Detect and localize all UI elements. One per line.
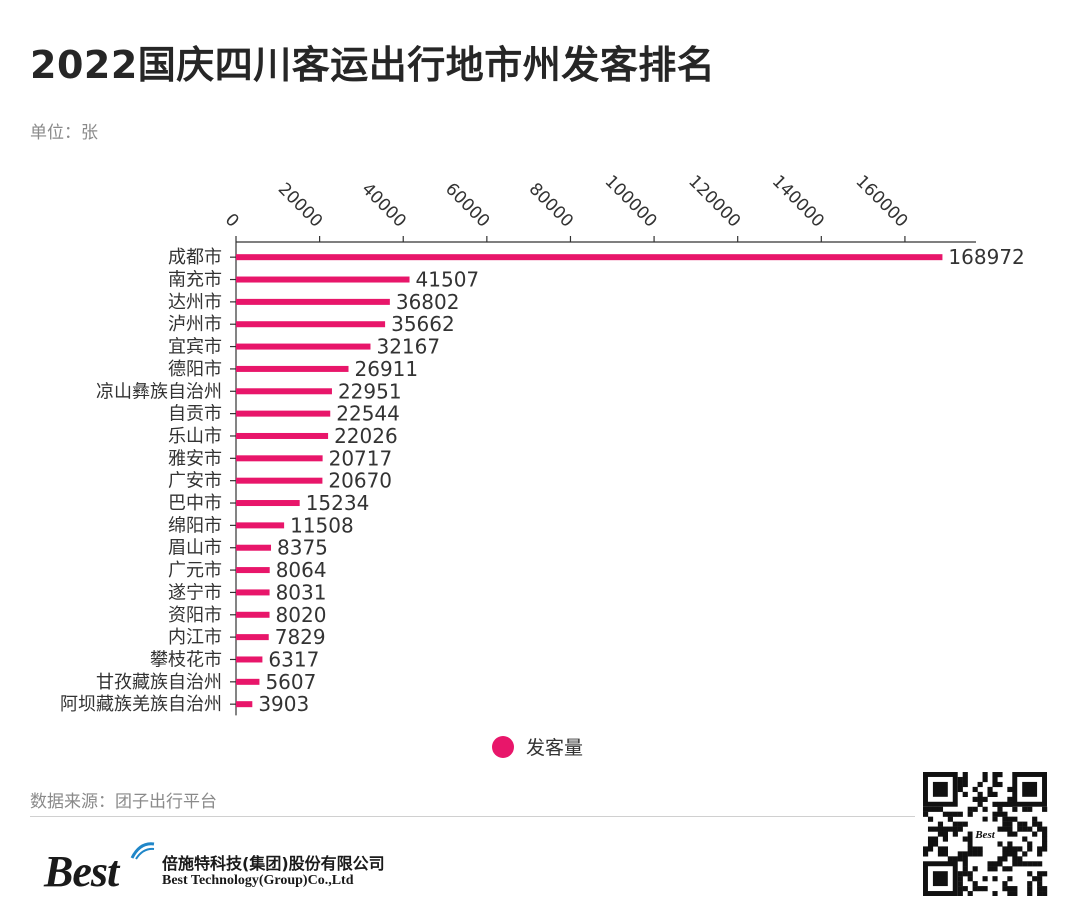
bar (236, 589, 270, 596)
data-label: 15234 (306, 491, 370, 515)
bar (236, 522, 285, 529)
category-label: 乐山市 (168, 426, 222, 447)
chart-title: 2022国庆四川客运出行地市州发客排名 (30, 43, 716, 87)
category-label: 眉山市 (168, 538, 222, 559)
source-note: 数据来源：团子出行平台 (30, 792, 217, 812)
data-label: 8020 (276, 603, 327, 627)
data-label: 168972 (948, 245, 1024, 269)
category-label: 资阳市 (168, 605, 222, 626)
bar (236, 276, 410, 283)
bar (236, 678, 260, 685)
category-label: 达州市 (168, 292, 222, 313)
bar (236, 611, 270, 618)
bar (236, 455, 323, 462)
data-label: 32167 (376, 335, 440, 359)
bar (236, 656, 263, 663)
bar (236, 544, 272, 551)
bar-chart: 0 20000 40000 60000 80000 100000 120000 140000 1… (60, 171, 1025, 716)
category-label: 自贡市 (168, 404, 222, 425)
x-tick-label: 80000 (525, 179, 577, 231)
category-label: 阿坝藏族羌族自治州 (60, 694, 222, 715)
data-label: 7829 (275, 625, 326, 649)
category-label: 广元市 (168, 560, 222, 581)
qr-code: Best (923, 772, 1048, 896)
data-label: 6317 (268, 647, 319, 671)
data-label: 20717 (329, 446, 393, 470)
category-label: 遂宁市 (168, 582, 222, 603)
data-label: 8031 (276, 580, 327, 604)
category-label: 德阳市 (168, 359, 222, 380)
legend: 发客量 (492, 733, 583, 760)
bar (236, 634, 269, 641)
data-label: 26911 (355, 357, 419, 381)
data-label: 22026 (334, 424, 398, 448)
data-label: 35662 (391, 312, 455, 336)
bar (236, 343, 371, 350)
bar (236, 298, 390, 305)
unit-label: 单位：张 (30, 123, 98, 143)
bar (236, 701, 253, 708)
category-label: 广安市 (168, 471, 222, 492)
bar (236, 500, 300, 507)
data-label: 41507 (416, 268, 480, 292)
logo-wordmark: Best (44, 842, 156, 897)
bar (236, 254, 943, 261)
x-tick-label: 140000 (768, 171, 828, 231)
category-label: 雅安市 (168, 448, 222, 469)
bar (236, 388, 332, 395)
data-label: 3903 (258, 692, 309, 716)
category-label: 泸州市 (168, 314, 222, 335)
category-label: 凉山彝族自治州 (96, 381, 222, 402)
divider (30, 816, 915, 817)
data-label: 36802 (396, 290, 460, 314)
bar (236, 432, 329, 439)
qr-center-logo: Best (974, 829, 996, 841)
data-label: 11508 (290, 513, 354, 537)
category-label: 甘孜藏族自治州 (96, 672, 222, 693)
company-name-cn: 倍施特科技(集团)股份有限公司 (162, 853, 385, 873)
category-label: 南充市 (168, 270, 222, 291)
data-label: 20670 (328, 469, 392, 493)
company-logo: Best 倍施特科技(集团)股份有限公司 Best Technology(Gro… (44, 842, 385, 897)
bar (236, 567, 270, 574)
data-label: 22544 (336, 402, 400, 426)
company-name-en: Best Technology(Group)Co.,Ltd (162, 872, 354, 888)
x-tick-label: 100000 (601, 171, 661, 231)
category-label: 绵阳市 (168, 515, 222, 536)
category-label: 攀枝花市 (150, 649, 222, 670)
x-tick-label: 60000 (441, 179, 493, 231)
legend-label: 发客量 (526, 737, 584, 759)
data-label: 8375 (277, 536, 328, 560)
x-tick-label: 40000 (357, 179, 409, 231)
category-label: 巴中市 (168, 493, 222, 514)
x-tick-label: 0 (221, 210, 243, 232)
data-label: 8064 (276, 558, 327, 582)
bar (236, 477, 323, 484)
company-name: 倍施特科技(集团)股份有限公司 Best Technology(Group)Co… (162, 854, 385, 890)
bar (236, 321, 386, 328)
bar (236, 365, 349, 372)
swoosh-icon (130, 842, 155, 860)
data-label: 22951 (338, 379, 402, 403)
x-tick-label: 160000 (851, 171, 911, 231)
bar (236, 410, 331, 417)
x-tick-label: 20000 (274, 179, 326, 231)
category-label: 成都市 (168, 247, 222, 268)
data-label: 5607 (265, 670, 316, 694)
legend-marker (492, 735, 514, 758)
category-label: 宜宾市 (168, 337, 222, 358)
category-label: 内江市 (168, 627, 222, 648)
x-tick-label: 120000 (684, 171, 744, 231)
